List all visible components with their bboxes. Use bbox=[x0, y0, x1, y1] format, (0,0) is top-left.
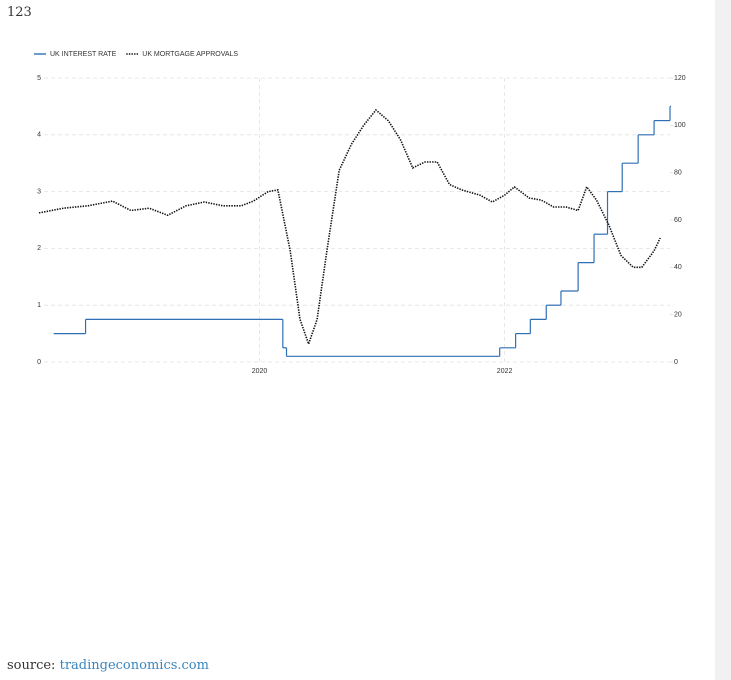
source: source: tradingeconomics.com bbox=[7, 658, 209, 673]
y2-tick-label: 0 bbox=[674, 359, 678, 366]
y-tick-label: 3 bbox=[37, 188, 41, 195]
source-link[interactable]: tradingeconomics.com bbox=[59, 658, 209, 673]
y2-tick-label: 60 bbox=[674, 217, 682, 224]
approvals-line bbox=[38, 108, 661, 347]
source-label: source: bbox=[7, 658, 56, 673]
x-tick-label: 2020 bbox=[252, 368, 268, 375]
y2-tick-label: 100 bbox=[674, 122, 686, 129]
y2-tick-label: 40 bbox=[674, 264, 682, 271]
legend-label: UK INTEREST RATE bbox=[50, 51, 117, 58]
y2-tick-label: 120 bbox=[674, 75, 686, 82]
chart: 0 1 2 3 4 5 0 20 40 60 80 100 120 2020 2022 UK INTEREST… bbox=[34, 51, 686, 375]
header: 123 bbox=[7, 5, 32, 20]
side-strip bbox=[715, 0, 731, 680]
y-tick-label: 4 bbox=[37, 132, 41, 139]
y-tick-label: 5 bbox=[37, 75, 41, 82]
y2-tick-label: 80 bbox=[674, 170, 682, 177]
y-tick-label: 0 bbox=[37, 359, 41, 366]
chart-card bbox=[7, 38, 715, 636]
x-tick-label: 2022 bbox=[497, 368, 513, 375]
y-tick-label: 1 bbox=[37, 302, 41, 309]
y-tick-label: 2 bbox=[37, 245, 41, 252]
legend-label: UK MORTGAGE APPROVALS bbox=[142, 51, 238, 58]
y2-tick-label: 20 bbox=[674, 312, 682, 319]
